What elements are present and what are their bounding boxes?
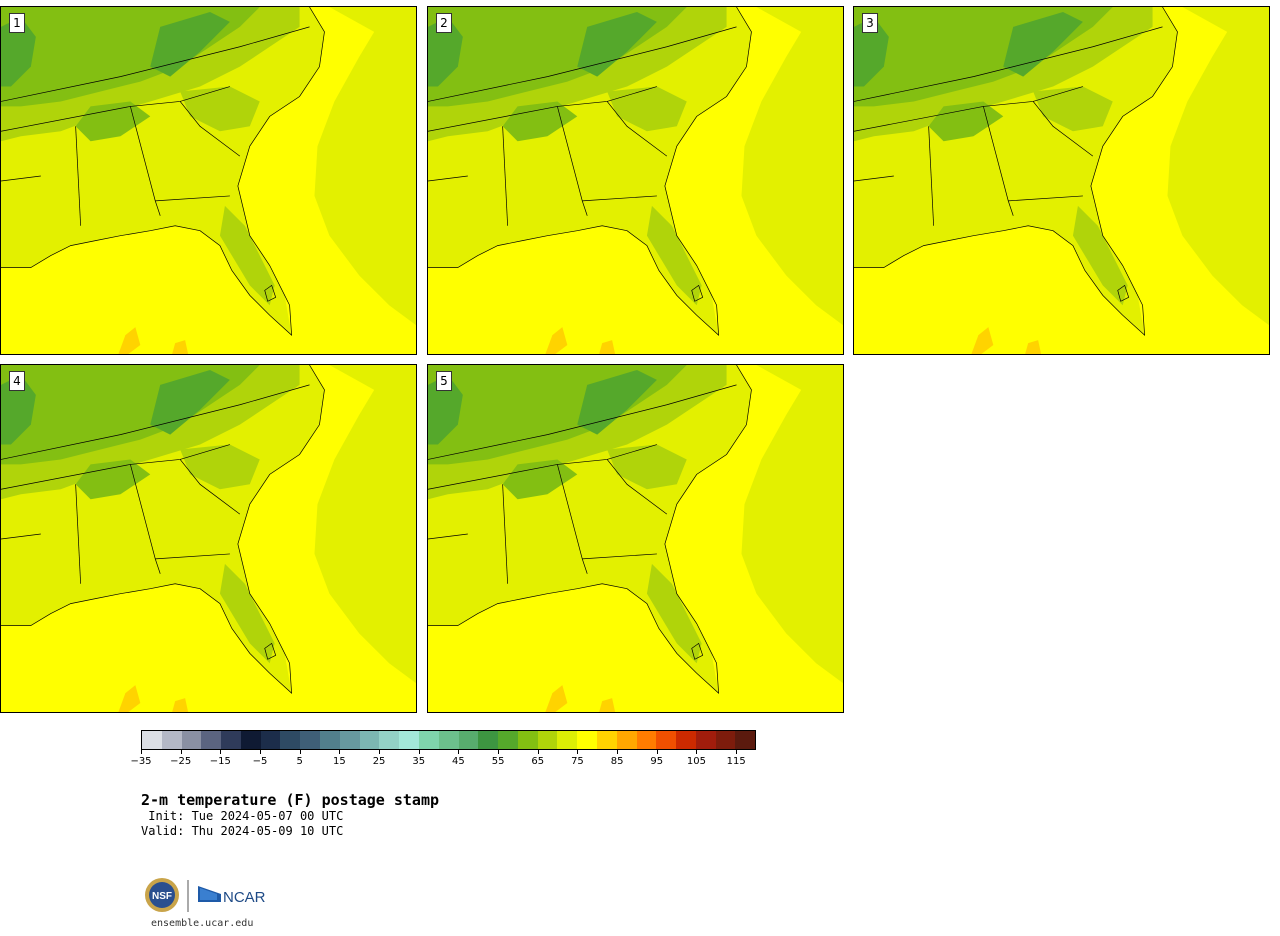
member-label: 2	[436, 13, 452, 33]
colorbar-tick	[339, 750, 341, 754]
colorbar-segment	[300, 731, 321, 749]
colorbar-segment	[418, 731, 439, 749]
colorbar-ticks: −35 −25 −15 −5 5 15 25 35 45 55 65 75 85 95 105 115	[130, 750, 756, 774]
colorbar-tick	[260, 750, 262, 754]
colorbar-tick-label: 55	[491, 756, 505, 767]
colorbar-segment	[616, 731, 637, 749]
member-label: 1	[9, 13, 25, 33]
colorbar-tick	[736, 750, 738, 754]
colorbar-tick-label: 85	[610, 756, 624, 767]
colorbar-tick-label: 15	[333, 756, 346, 767]
colorbar-segment	[636, 731, 657, 749]
colorbar-tick-label: 105	[686, 756, 707, 767]
valid-time: Valid: Thu 2024-05-09 10 UTC	[141, 824, 344, 838]
colorbar-segment	[339, 731, 360, 749]
temperature-map	[854, 7, 1269, 354]
colorbar-segment	[438, 731, 459, 749]
colorbar-tick	[299, 750, 301, 754]
colorbar-tick-label: 95	[650, 756, 664, 767]
colorbar-segment	[260, 731, 281, 749]
colorbar-tick-label: −35	[130, 756, 152, 767]
colorbar-tick	[537, 750, 539, 754]
colorbar-segment	[676, 731, 696, 749]
colorbar-segment	[201, 731, 222, 749]
map-panel-2[interactable]: 2	[427, 6, 844, 355]
colorbar-segment	[498, 731, 518, 749]
member-label: 4	[9, 371, 25, 391]
colorbar-segment	[695, 731, 716, 749]
colorbar-segment	[161, 731, 182, 749]
colorbar-tick-label: 35	[412, 756, 426, 767]
colorbar-segment	[517, 731, 538, 749]
member-label: 5	[436, 371, 452, 391]
colorbar-segment	[399, 731, 419, 749]
colorbar-tick	[458, 750, 460, 754]
colorbar-segment	[379, 731, 400, 749]
colorbar-tick-label: 5	[296, 756, 303, 767]
temperature-map	[1, 365, 416, 712]
colorbar-tick	[656, 750, 658, 754]
ncar-logo-text: NCAR	[223, 889, 266, 906]
temperature-map	[428, 7, 843, 354]
colorbar-tick	[418, 750, 420, 754]
logo-group: NSF NCAR	[145, 878, 266, 912]
colorbar-segment	[715, 731, 736, 749]
colorbar-segment	[478, 731, 499, 749]
ncar-logo: NCAR	[198, 886, 266, 906]
map-panel-1[interactable]: 1	[0, 6, 417, 355]
colorbar-tick-label: −5	[252, 756, 268, 767]
colorbar-segment	[656, 731, 677, 749]
colorbar-tick	[220, 750, 222, 754]
colorbar-segment	[359, 731, 380, 749]
map-panel-5[interactable]: 5	[427, 364, 844, 713]
colorbar-tick	[498, 750, 500, 754]
colorbar-tick-label: 65	[531, 756, 545, 767]
colorbar-tick-label: 115	[726, 756, 746, 767]
colorbar-tick	[379, 750, 381, 754]
colorbar-tick	[141, 750, 142, 754]
colorbar-tick-label: 75	[571, 756, 584, 767]
colorbar-segment	[557, 731, 578, 749]
init-time: Init: Tue 2024-05-07 00 UTC	[141, 809, 344, 823]
colorbar-segment	[577, 731, 597, 749]
colorbar-segment	[181, 731, 202, 749]
colorbar-segment	[537, 731, 558, 749]
colorbar-tick-label: −25	[170, 756, 192, 767]
colorbar-tick-label: 45	[452, 756, 465, 767]
temperature-colorbar	[141, 730, 756, 750]
plot-title: 2-m temperature (F) postage stamp	[141, 791, 440, 809]
colorbar-tick-label: −15	[209, 756, 231, 767]
colorbar-tick	[577, 750, 579, 754]
nsf-logo-text: NSF	[152, 891, 172, 902]
colorbar-segment	[142, 731, 162, 749]
colorbar-segment	[240, 731, 261, 749]
nsf-logo: NSF	[145, 878, 179, 912]
temperature-map	[1, 7, 416, 354]
colorbar-segment	[596, 731, 617, 749]
colorbar-tick	[617, 750, 619, 754]
colorbar-segment	[458, 731, 479, 749]
website-link[interactable]: ensemble.ucar.edu	[151, 918, 254, 929]
map-panel-3[interactable]: 3	[853, 6, 1270, 355]
colorbar-tick	[696, 750, 698, 754]
map-panel-4[interactable]: 4	[0, 364, 417, 713]
member-label: 3	[862, 13, 878, 33]
colorbar-tick-label: 25	[372, 756, 386, 767]
colorbar-segment	[735, 731, 756, 749]
colorbar-segment	[221, 731, 241, 749]
colorbar-segment	[320, 731, 340, 749]
colorbar-segment	[280, 731, 301, 749]
temperature-map	[428, 365, 843, 712]
colorbar-tick	[180, 750, 182, 754]
